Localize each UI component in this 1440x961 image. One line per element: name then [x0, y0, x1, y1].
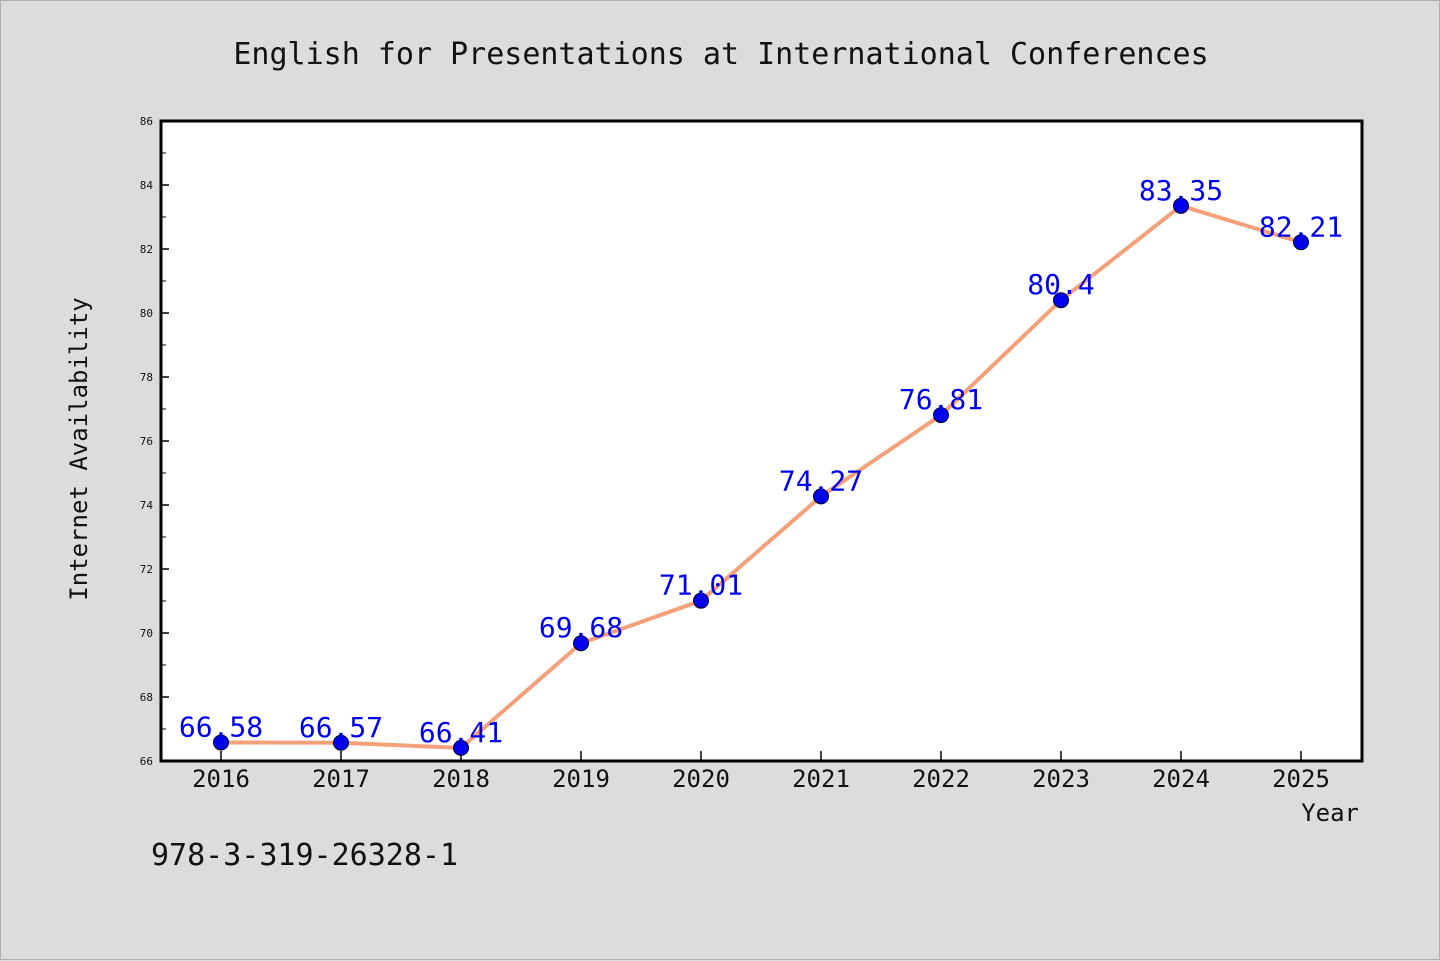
- y-tick-label: 68: [140, 691, 153, 704]
- data-label: 66.57: [299, 711, 383, 744]
- data-label: 71.01: [659, 569, 743, 602]
- chart-title: English for Presentations at Internation…: [233, 37, 1208, 72]
- isbn-footnote: 978-3-319-26328-1: [151, 838, 458, 873]
- y-tick-label: 76: [140, 435, 153, 448]
- series-line: [220, 203, 1302, 750]
- y-tick-label: 84: [140, 179, 154, 192]
- x-tick-label: 2021: [792, 765, 850, 793]
- x-tick-label: 2023: [1032, 765, 1090, 793]
- data-point-marker: [213, 734, 229, 751]
- y-tick-label: 70: [140, 627, 153, 640]
- data-label: 69.68: [539, 611, 623, 644]
- x-tick-label: 2022: [912, 765, 970, 793]
- data-point-marker: [1173, 197, 1189, 214]
- data-label: 66.41: [419, 716, 503, 749]
- y-axis-label: Internet Availability: [65, 297, 93, 600]
- data-point-marker: [813, 488, 829, 505]
- data-point-marker: [453, 739, 469, 756]
- x-tick-label: 2020: [672, 765, 730, 793]
- data-point-marker: [933, 407, 949, 424]
- data-label: 74.27: [779, 464, 863, 497]
- data-label: 80.4: [1027, 268, 1094, 301]
- plot-area: [161, 121, 1362, 761]
- data-point-marker: [573, 635, 589, 652]
- x-tick-label: 2025: [1272, 765, 1330, 793]
- data-point-marker: [1053, 292, 1069, 309]
- y-tick-label: 72: [140, 563, 153, 576]
- x-axis-label: Year: [1301, 799, 1359, 827]
- data-point-marker: [693, 592, 709, 609]
- y-tick-label: 82: [140, 243, 153, 256]
- x-tick-label: 2019: [552, 765, 610, 793]
- data-point-marker: [1293, 234, 1309, 251]
- data-label: 83.35: [1139, 174, 1223, 207]
- x-tick-label: 2016: [192, 765, 250, 793]
- y-tick-label: 74: [140, 499, 154, 512]
- data-label: 82.21: [1259, 210, 1343, 243]
- y-tick-label: 86: [140, 115, 153, 128]
- y-tick-label: 78: [140, 371, 153, 384]
- data-label: 66.58: [179, 710, 263, 743]
- series-line-group: 66.58 66.57 66.41 69.68 71.01 74.27 76.81 80.4 8…: [179, 174, 1343, 756]
- y-tick-label: 80: [140, 307, 153, 320]
- x-axis-ticks: 2016 2017 2018 2019 2020 2021 2022 2023 2024 2025: [192, 751, 1330, 793]
- x-tick-label: 2017: [312, 765, 370, 793]
- x-tick-label: 2018: [432, 765, 490, 793]
- y-tick-label: 66: [140, 755, 153, 768]
- data-point-marker: [333, 734, 349, 751]
- data-label: 76.81: [899, 383, 983, 416]
- plot-border: [159, 119, 1364, 763]
- x-tick-label: 2024: [1152, 765, 1210, 793]
